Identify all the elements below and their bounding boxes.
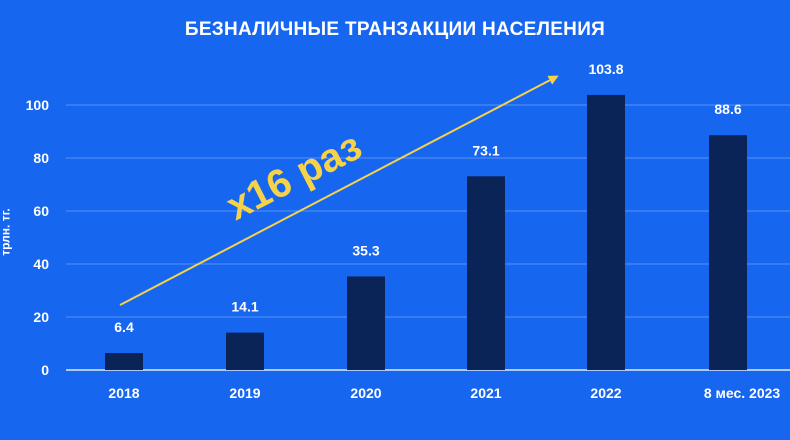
data-labels: 6.4 14.1 35.3 73.1 103.8 88.6: [114, 61, 742, 335]
x-tick-label: 2018: [108, 385, 139, 401]
y-tick-label: 20: [33, 309, 49, 325]
chart-title: БЕЗНАЛИЧНЫЕ ТРАНЗАКЦИИ НАСЕЛЕНИЯ: [184, 19, 606, 40]
x-tick-label: 2019: [229, 385, 260, 401]
data-label: 6.4: [114, 319, 134, 335]
x-tick-label: 2021: [470, 385, 501, 401]
x-tick-label: 8 мес. 2023: [704, 385, 781, 401]
bar-2020: [347, 276, 385, 370]
bar-2018: [105, 353, 143, 370]
data-label: 35.3: [352, 242, 379, 258]
bar-2019: [226, 332, 264, 370]
grid-lines: [66, 104, 790, 371]
y-tick-label: 40: [33, 256, 49, 272]
x-tick-label: 2020: [350, 385, 381, 401]
data-label: 14.1: [231, 299, 258, 315]
bar-2021: [467, 176, 505, 370]
y-tick-label: 60: [33, 203, 49, 219]
bar-8 мес. 2023: [709, 135, 747, 370]
y-tick-label: 80: [33, 150, 49, 166]
x-tick-labels: 2018 2019 2020 2021 2022 8 мес. 2023: [108, 385, 780, 401]
data-label: 88.6: [714, 101, 741, 117]
data-label: 73.1: [472, 142, 499, 158]
y-tick-label: 0: [41, 362, 49, 378]
x-tick-label: 2022: [590, 385, 621, 401]
y-tick-label: 100: [26, 97, 50, 113]
data-label: 103.8: [588, 61, 623, 77]
bars: [105, 94, 747, 371]
y-tick-labels: 0 20 40 60 80 100: [26, 97, 50, 378]
growth-arrow: [119, 75, 559, 306]
bar-2022: [587, 94, 625, 371]
